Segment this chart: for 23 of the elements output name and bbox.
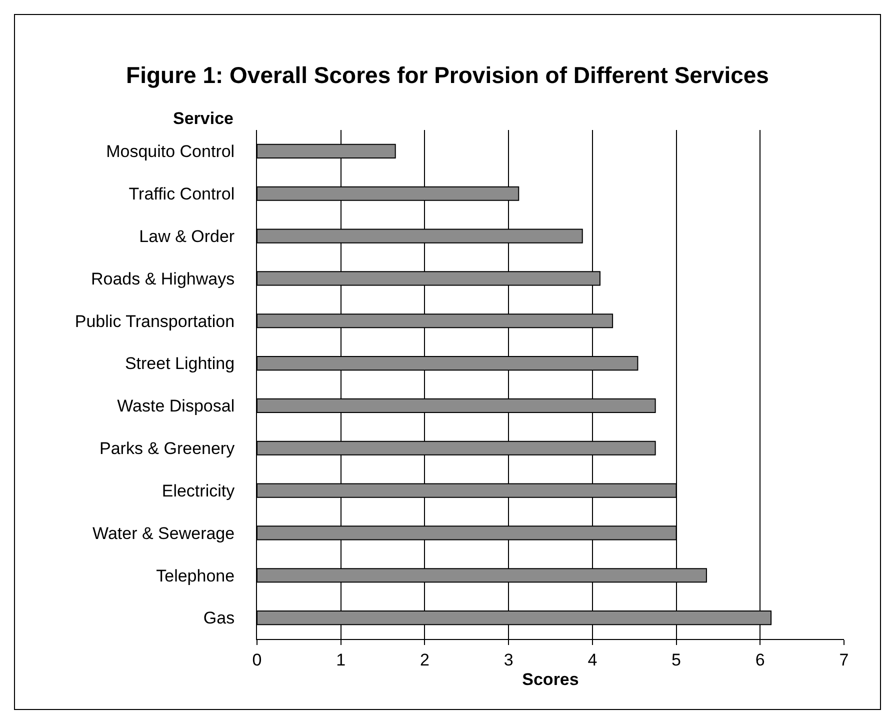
y-tick-label: Roads & Highways	[90, 269, 235, 288]
y-tick-label: Electricity	[162, 481, 236, 500]
x-tick-label: 2	[420, 650, 430, 670]
x-axis-title: Scores	[522, 670, 579, 689]
y-tick-label: Traffic Control	[128, 184, 235, 204]
x-tick-label: 7	[839, 650, 849, 670]
y-tick-label: Public Transportation	[74, 312, 235, 331]
x-tick-label: 1	[336, 650, 346, 670]
x-tick-label: 5	[672, 650, 682, 670]
chart-title: Figure 1: Overall Scores for Provision of Different Services	[126, 62, 769, 88]
y-tick-label: Mosquito Control	[106, 142, 235, 162]
x-tick-label: 6	[755, 650, 765, 670]
y-tick-label: Waste Disposal	[117, 396, 235, 416]
y-tick-label: Telephone	[156, 566, 235, 586]
y-tick-label: Parks & Greenery	[99, 439, 236, 458]
x-tick-label: 0	[252, 650, 262, 670]
y-tick-label: Street Lighting	[124, 354, 235, 374]
y-axis-title: Service	[173, 109, 234, 128]
y-tick-label: Gas	[203, 608, 235, 628]
y-tick-label: Law & Order	[139, 226, 235, 246]
x-tick-label: 3	[504, 650, 514, 670]
y-tick-label: Water & Sewerage	[92, 524, 235, 543]
x-tick-label: 4	[588, 650, 598, 670]
